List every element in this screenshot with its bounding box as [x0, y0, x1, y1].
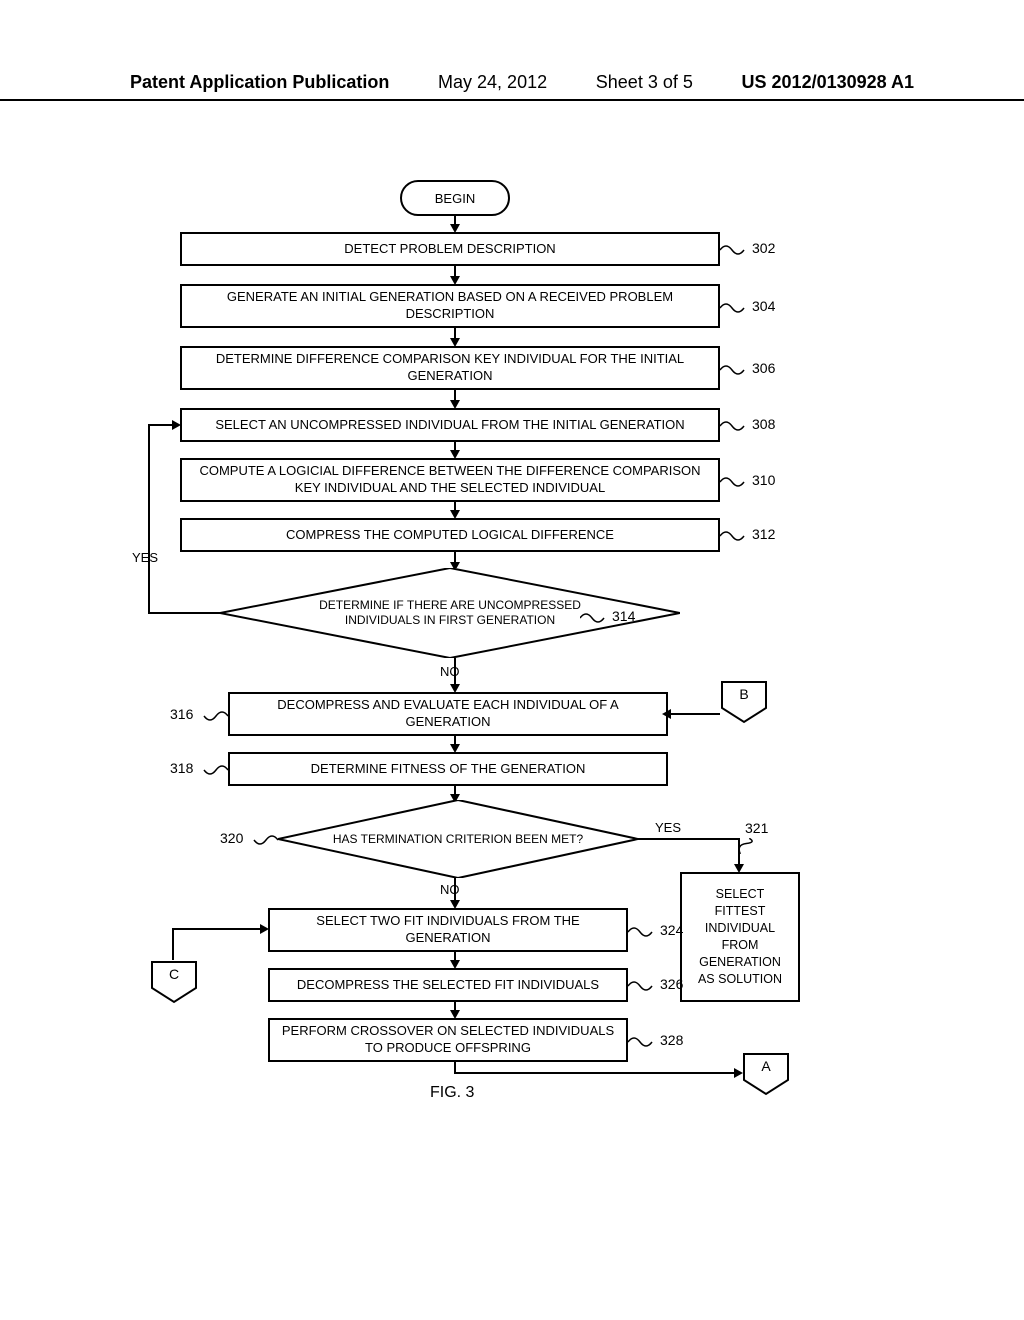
- node-310-label: COMPUTE A LOGICIAL DIFFERENCE BETWEEN TH…: [190, 463, 710, 497]
- arrowhead-icon: [662, 709, 671, 719]
- arrowhead-icon: [172, 420, 181, 430]
- node-320: HAS TERMINATION CRITERION BEEN MET?: [278, 800, 638, 878]
- node-328: PERFORM CROSSOVER ON SELECTED INDIVIDUAL…: [268, 1018, 628, 1062]
- ref-curve: [720, 300, 748, 321]
- node-begin: BEGIN: [400, 180, 510, 216]
- label-no-320: NO: [440, 882, 460, 897]
- ref-curve: [200, 762, 228, 783]
- node-326: DECOMPRESS THE SELECTED FIT INDIVIDUALS: [268, 968, 628, 1002]
- node-308-label: SELECT AN UNCOMPRESSED INDIVIDUAL FROM T…: [215, 417, 684, 434]
- node-302-label: DETECT PROBLEM DESCRIPTION: [344, 241, 555, 258]
- node-321-label: SELECT FITTEST INDIVIDUAL FROM GENERATIO…: [690, 886, 790, 987]
- ref-curve: [580, 610, 608, 631]
- node-326-label: DECOMPRESS THE SELECTED FIT INDIVIDUALS: [297, 977, 599, 994]
- ref-328: 328: [660, 1032, 683, 1048]
- node-308: SELECT AN UNCOMPRESSED INDIVIDUAL FROM T…: [180, 408, 720, 442]
- node-304: GENERATE AN INITIAL GENERATION BASED ON …: [180, 284, 720, 328]
- node-321: SELECT FITTEST INDIVIDUAL FROM GENERATIO…: [680, 872, 800, 1002]
- edge: [454, 1072, 736, 1074]
- ref-318: 318: [170, 760, 193, 776]
- node-324-label: SELECT TWO FIT INDIVIDUALS FROM THE GENE…: [278, 913, 618, 947]
- node-328-label: PERFORM CROSSOVER ON SELECTED INDIVIDUAL…: [278, 1023, 618, 1057]
- node-314-label: DETERMINE IF THERE ARE UNCOMPRESSED INDI…: [220, 568, 680, 658]
- edge: [172, 928, 262, 930]
- ref-curve: [720, 242, 748, 263]
- node-314: DETERMINE IF THERE ARE UNCOMPRESSED INDI…: [220, 568, 680, 658]
- header-sheet: Sheet 3 of 5: [596, 72, 693, 93]
- label-yes-320: YES: [655, 820, 681, 835]
- ref-326: 326: [660, 976, 683, 992]
- edge: [148, 424, 150, 614]
- ref-curve: [200, 708, 228, 729]
- ref-curve: [628, 1034, 656, 1055]
- page: Patent Application Publication May 24, 2…: [0, 0, 1024, 1320]
- edge: [148, 424, 174, 426]
- ref-curve: [720, 418, 748, 439]
- ref-304: 304: [752, 298, 775, 314]
- header-pubnum: US 2012/0130928 A1: [742, 72, 914, 93]
- ref-curve: [628, 978, 656, 999]
- node-316: DECOMPRESS AND EVALUATE EACH INDIVIDUAL …: [228, 692, 668, 736]
- header-date: May 24, 2012: [438, 72, 547, 93]
- connector-b-label: B: [720, 686, 768, 702]
- ref-308: 308: [752, 416, 775, 432]
- ref-306: 306: [752, 360, 775, 376]
- edge: [148, 612, 220, 614]
- node-310: COMPUTE A LOGICIAL DIFFERENCE BETWEEN TH…: [180, 458, 720, 502]
- ref-316: 316: [170, 706, 193, 722]
- ref-curve: [720, 528, 748, 549]
- connector-c: C: [150, 960, 198, 1004]
- flowchart: BEGIN DETECT PROBLEM DESCRIPTION 302 GEN…: [0, 160, 1024, 1280]
- connector-a-label: A: [742, 1058, 790, 1074]
- node-312: COMPRESS THE COMPUTED LOGICAL DIFFERENCE: [180, 518, 720, 552]
- ref-321: 321: [745, 820, 768, 836]
- node-306-label: DETERMINE DIFFERENCE COMPARISON KEY INDI…: [190, 351, 710, 385]
- arrowhead-icon: [260, 924, 269, 934]
- figure-label: FIG. 3: [430, 1084, 474, 1102]
- ref-curve: [736, 838, 756, 863]
- ref-curve: [720, 362, 748, 383]
- node-302: DETECT PROBLEM DESCRIPTION: [180, 232, 720, 266]
- node-320-label: HAS TERMINATION CRITERION BEEN MET?: [278, 800, 638, 878]
- edge: [668, 713, 720, 715]
- node-312-label: COMPRESS THE COMPUTED LOGICAL DIFFERENCE: [286, 527, 614, 544]
- node-324: SELECT TWO FIT INDIVIDUALS FROM THE GENE…: [268, 908, 628, 952]
- ref-314: 314: [612, 608, 635, 624]
- edge: [172, 928, 174, 960]
- node-304-label: GENERATE AN INITIAL GENERATION BASED ON …: [190, 289, 710, 323]
- ref-312: 312: [752, 526, 775, 542]
- node-318-label: DETERMINE FITNESS OF THE GENERATION: [311, 761, 586, 778]
- connector-c-label: C: [150, 966, 198, 982]
- page-header: Patent Application Publication May 24, 2…: [0, 72, 1024, 101]
- ref-324: 324: [660, 922, 683, 938]
- header-title: Patent Application Publication: [130, 72, 389, 93]
- label-yes-314: YES: [132, 550, 158, 565]
- node-begin-label: BEGIN: [435, 191, 475, 206]
- ref-302: 302: [752, 240, 775, 256]
- connector-b: B: [720, 680, 768, 724]
- node-318: DETERMINE FITNESS OF THE GENERATION: [228, 752, 668, 786]
- ref-310: 310: [752, 472, 775, 488]
- label-no-314: NO: [440, 664, 460, 679]
- edge: [638, 838, 738, 840]
- ref-curve: [628, 924, 656, 945]
- ref-curve: [250, 832, 278, 853]
- node-316-label: DECOMPRESS AND EVALUATE EACH INDIVIDUAL …: [238, 697, 658, 731]
- node-306: DETERMINE DIFFERENCE COMPARISON KEY INDI…: [180, 346, 720, 390]
- connector-a: A: [742, 1052, 790, 1096]
- ref-curve: [720, 474, 748, 495]
- ref-320: 320: [220, 830, 243, 846]
